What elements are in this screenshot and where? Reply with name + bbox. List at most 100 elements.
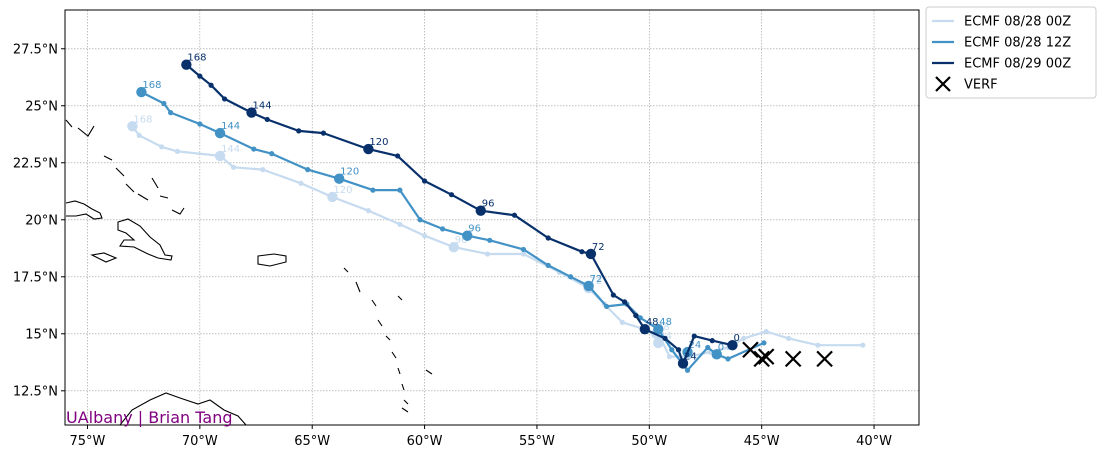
forecast-hour-marker (583, 280, 594, 292)
forecast-hour-label: 168 (187, 53, 206, 64)
track-point (221, 96, 228, 102)
forecast-hour-marker (677, 358, 689, 369)
y-tick-label: 20°N (25, 213, 58, 228)
legend-entry: ECMF 08/28 00Z (964, 15, 1071, 30)
track-point (487, 237, 493, 243)
y-tick-label: 17.5°N (13, 270, 58, 285)
forecast-hour-label: 48 (659, 317, 672, 328)
track-point (610, 292, 616, 298)
forecast-hour-marker (181, 59, 192, 70)
lesser-antilles-coastline (343, 267, 433, 413)
forecast-hour-marker (475, 205, 486, 216)
forecast-hour-marker (653, 324, 664, 335)
track-point (815, 342, 821, 348)
track-point (260, 167, 266, 173)
forecast-tracks: 2448729612014416802448729612014416802448… (127, 53, 866, 373)
bahamas-coastline (65, 119, 185, 215)
track-point (709, 338, 715, 344)
track-point (264, 116, 270, 123)
forecast-hour-marker (214, 127, 226, 139)
x-tick-label: 45°W (744, 434, 780, 449)
forecast-hour-marker (214, 150, 226, 162)
legend-entry: ECMF 08/29 00Z (964, 57, 1071, 72)
y-tick-label: 15°N (25, 327, 58, 342)
south-american-coastline (119, 392, 247, 425)
x-tick-label: 55°W (519, 434, 555, 449)
track-point (365, 208, 371, 214)
forecast-hour-marker (136, 86, 147, 98)
track-2: 0 24 48 72 96 120 144 168 (181, 53, 740, 369)
forecast-hour-marker (333, 173, 345, 184)
track-point (633, 312, 639, 319)
forecast-hour-label: 72 (590, 276, 603, 287)
forecast-hour-label: 96 (482, 199, 495, 210)
forecast-hour-marker (327, 191, 338, 203)
legend-frame (925, 6, 1097, 99)
forecast-hour-label: 24 (684, 351, 697, 362)
x-tick-label: 75°W (70, 434, 106, 449)
track-point (666, 353, 673, 360)
forecast-hour-marker (462, 230, 473, 241)
axes: 75°W 70°W 65°W 60°W 55°W 50°W 45°W 40°W 12.5°N 15… (13, 42, 892, 449)
x-tick-label: 40°W (856, 434, 892, 449)
legend-entry: ECMF 08/28 12Z (964, 36, 1071, 51)
forecast-hour-label: 72 (590, 274, 603, 285)
track-point (675, 347, 682, 353)
forecast-hour-marker (639, 324, 651, 335)
verf-marker (742, 341, 759, 359)
verf-marker (816, 350, 833, 368)
x-tick-label: 60°W (407, 434, 443, 449)
y-tick-label: 27.5°N (13, 42, 58, 57)
forecast-hour-label: 0 (718, 342, 724, 353)
track-point (320, 130, 327, 136)
track-point (725, 356, 731, 362)
track-point (305, 167, 311, 173)
track-point (669, 347, 675, 353)
forecast-hour-label: 0 (733, 333, 739, 344)
track-point (545, 235, 551, 241)
track-point (197, 121, 203, 127)
track-point (520, 246, 527, 253)
forecast-hour-label: 120 (340, 167, 359, 178)
forecast-hour-label: 48 (657, 322, 670, 333)
track-point (397, 221, 403, 227)
forecast-hour-marker (653, 337, 664, 349)
track-point (520, 251, 527, 257)
x-tick-label: 50°W (631, 434, 667, 449)
jamaica-coastline (90, 252, 118, 263)
map-background (65, 10, 919, 425)
track-point (370, 187, 376, 193)
track-point (545, 262, 551, 268)
verf-marker (784, 350, 802, 368)
forecast-hour-label: 120 (369, 137, 388, 148)
forecast-hour-label: 144 (253, 101, 272, 112)
y-tick-label: 12.5°N (13, 384, 58, 399)
track-point (174, 148, 180, 154)
puerto-rico-coastline (257, 253, 287, 267)
cuba-coastline (65, 200, 103, 220)
forecast-hour-label: 144 (221, 144, 240, 155)
track-point (619, 319, 625, 325)
track-point (208, 82, 214, 88)
track-point (159, 144, 165, 150)
legend: ECMF 08/28 00Z ECMF 08/28 12Z ECMF 08/29 0… (925, 6, 1097, 99)
track-point (269, 151, 275, 157)
track-point (161, 100, 167, 107)
track-point (568, 274, 574, 280)
track-point (786, 335, 792, 341)
x-tick-label: 70°W (182, 434, 218, 449)
track-point (741, 335, 747, 341)
track-point (421, 178, 428, 184)
forecast-hour-marker (127, 121, 138, 132)
track-point (230, 164, 237, 170)
track-point (763, 328, 769, 335)
track-point (621, 299, 628, 305)
track-point (662, 335, 668, 341)
forecast-hour-label: 168 (142, 80, 161, 91)
y-tick-label: 22.5°N (13, 156, 58, 171)
track-point (136, 132, 142, 139)
forecast-hour-marker (363, 143, 374, 155)
verf-marker (753, 350, 770, 368)
track-point (604, 303, 610, 310)
